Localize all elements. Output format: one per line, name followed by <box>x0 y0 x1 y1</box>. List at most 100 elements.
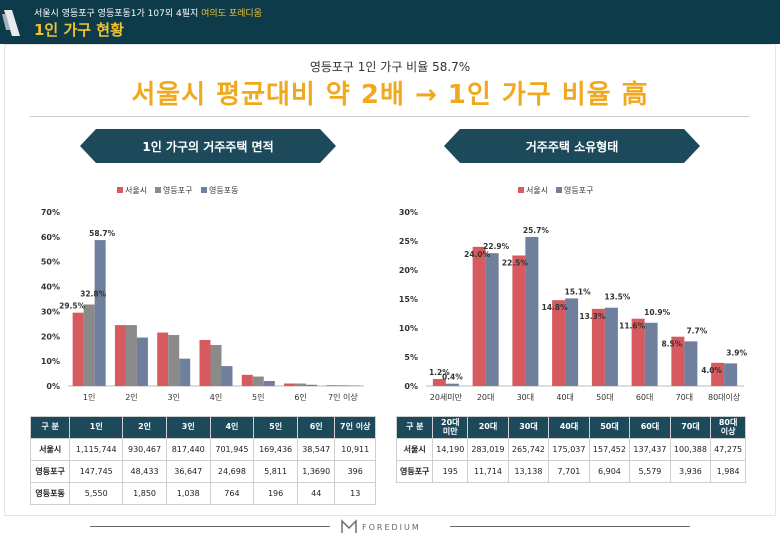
bar <box>199 340 211 386</box>
table-cell: 6,904 <box>588 460 631 483</box>
bar <box>125 325 137 386</box>
bar <box>221 366 233 386</box>
table-cell: 38,547 <box>296 438 336 461</box>
data-label: 4.0% <box>701 366 722 375</box>
table-cell: 44 <box>296 482 336 505</box>
data-label: 3.9% <box>726 348 747 357</box>
table-cell: 13 <box>334 482 376 505</box>
table-cell: 1,984 <box>710 460 746 483</box>
table-cell: 175,037 <box>548 438 590 461</box>
y-tick-label: 30% <box>41 307 60 316</box>
data-label: 8.5% <box>661 340 682 349</box>
bar <box>136 337 148 386</box>
footer-brand: FOREDIUM <box>340 518 440 536</box>
legend-label: 서울시 <box>125 186 147 195</box>
data-label: 13.3% <box>579 312 606 321</box>
table-cell: 36,647 <box>165 460 211 483</box>
y-tick-label: 15% <box>399 295 418 304</box>
y-tick-label: 25% <box>399 237 418 246</box>
table-cell: 1,3690 <box>296 460 336 483</box>
legend-swatch <box>201 187 207 193</box>
data-label: 10.9% <box>644 308 671 317</box>
data-label: 22.9% <box>483 242 510 251</box>
right-section-title: 거주주택 소유형태 <box>444 129 700 163</box>
y-tick-label: 70% <box>41 208 60 217</box>
bar <box>157 332 169 386</box>
table-row: 영등포동 5,550 1,850 1,038 764 196 44 13 <box>29 482 376 505</box>
table-cell: 5,550 <box>69 482 124 505</box>
legend-label: 영등포구 <box>163 185 192 195</box>
x-tick-label: 7인 이상 <box>328 392 358 402</box>
table-header-cell: 70대 <box>669 416 712 439</box>
table-header-cell: 3인 <box>165 416 211 439</box>
data-label: 7.7% <box>686 326 707 335</box>
data-label: 25.7% <box>523 226 550 235</box>
table-cell: 14,190 <box>432 438 469 461</box>
table-cell: 169,436 <box>253 438 298 461</box>
age-group-chart: 서울시 영등포구 0% 5% 10% 15% 20% 25% 30% 20세미만 20대 30대 40대… <box>399 185 748 402</box>
table-cell: 930,467 <box>122 438 167 461</box>
row-header-cell: 영등포동 <box>29 482 71 505</box>
bar <box>263 381 275 386</box>
data-label: 29.5% <box>59 302 86 311</box>
age-group-table: 구 분 20대 미만 20대 30대 40대 50대 60대 70대 80대 이상 서울시 14,… <box>395 416 746 483</box>
header-project-name: 여의도 포레디움 <box>201 9 262 19</box>
table-header-cell: 20대 미만 <box>432 416 469 439</box>
data-label: 11.6% <box>619 322 646 331</box>
bar <box>94 240 106 386</box>
table-cell: 1,038 <box>165 482 211 505</box>
bar <box>604 307 618 386</box>
bar <box>83 304 95 386</box>
table-cell: 701,945 <box>209 438 255 461</box>
bar <box>631 318 645 386</box>
table-cell: 47,275 <box>710 438 746 461</box>
x-tick-label: 40대 <box>556 393 574 402</box>
bar <box>724 363 738 386</box>
table-header-cell: 5인 <box>253 416 298 439</box>
legend-label: 영등포동 <box>209 185 238 195</box>
bar <box>241 374 253 386</box>
summary-subtitle: 영등포구 1인 가구 비율 58.7% <box>309 60 471 74</box>
table-header-cell: 4인 <box>209 416 255 439</box>
table-row: 영등포구 147,745 48,433 36,647 24,698 5,811 1,3690… <box>29 460 376 483</box>
header-bar: 서울시 영등포구 영등포동1가 107외 4필지 여의도 포레디움 1인 가구 … <box>0 0 780 44</box>
table-cell: 13,138 <box>507 460 550 483</box>
bar <box>326 385 338 386</box>
table-header-row: 구 분 1인 2인 3인 4인 5인 6인 7인 이상 <box>29 416 376 439</box>
table-header-cell: 1인 <box>69 416 124 439</box>
table-header-cell: 40대 <box>548 416 590 439</box>
x-tick-label: 70대 <box>676 393 694 402</box>
table-cell: 5,811 <box>253 460 298 483</box>
table-header-cell: 2인 <box>122 416 167 439</box>
bar <box>512 255 526 386</box>
household-size-chart: 서울시 영등포구 영등포동 0% 10% 20% 30% 40% 50% 60% 70% 1인 2인 3인… <box>41 185 364 402</box>
table-header-cell: 80대 이상 <box>710 416 746 439</box>
row-header-cell: 서울시 <box>395 438 434 461</box>
page-title: 1인 가구 현황 <box>34 21 124 39</box>
table-cell: 137,437 <box>629 438 671 461</box>
bar <box>337 385 349 386</box>
table-cell: 1,115,744 <box>69 438 124 461</box>
header-address: 서울시 영등포구 영등포동1가 107외 4필지 <box>34 9 199 19</box>
x-tick-label: 6인 <box>294 392 306 402</box>
x-tick-label: 20세미만 <box>430 393 463 402</box>
bar <box>252 376 264 386</box>
table-cell: 10,911 <box>334 438 376 461</box>
bar <box>711 362 725 386</box>
x-tick-label: 4인 <box>210 392 222 402</box>
x-tick-label: 3인 <box>167 392 179 402</box>
table-cell: 1,850 <box>122 482 167 505</box>
y-tick-label: 10% <box>399 324 418 333</box>
table-header-cell: 구 분 <box>29 416 71 439</box>
bar <box>485 253 499 386</box>
header-logo-icon <box>2 10 20 36</box>
row-header-cell: 서울시 <box>29 438 71 461</box>
bar <box>552 300 566 386</box>
header-subtitle: 서울시 영등포구 영등포동1가 107외 4필지 여의도 포레디움 <box>34 6 262 19</box>
table-header-cell: 30대 <box>507 416 550 439</box>
bar <box>684 341 698 386</box>
table-header-cell: 구 분 <box>395 416 434 439</box>
legend-swatch <box>155 187 161 193</box>
table-header-cell: 7인 이상 <box>334 416 376 439</box>
table-cell: 100,388 <box>669 438 712 461</box>
